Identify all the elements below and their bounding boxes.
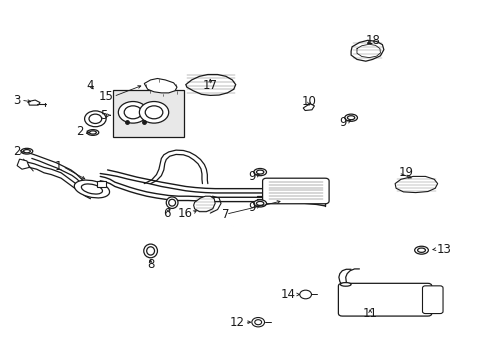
Circle shape xyxy=(118,102,147,123)
Ellipse shape xyxy=(414,246,427,254)
Polygon shape xyxy=(185,75,235,95)
Circle shape xyxy=(254,320,261,325)
Polygon shape xyxy=(394,176,437,193)
Text: 7: 7 xyxy=(222,208,229,221)
Text: 4: 4 xyxy=(86,79,94,92)
Text: 3: 3 xyxy=(14,94,21,107)
Ellipse shape xyxy=(346,116,354,120)
Text: 14: 14 xyxy=(280,288,295,301)
Ellipse shape xyxy=(344,114,357,121)
Text: 12: 12 xyxy=(229,316,244,329)
Circle shape xyxy=(145,106,163,119)
FancyBboxPatch shape xyxy=(113,90,184,137)
Ellipse shape xyxy=(417,248,425,252)
Polygon shape xyxy=(144,78,177,93)
Ellipse shape xyxy=(89,131,96,134)
FancyBboxPatch shape xyxy=(262,178,328,204)
Ellipse shape xyxy=(81,184,102,194)
Ellipse shape xyxy=(87,130,99,135)
FancyBboxPatch shape xyxy=(422,286,442,314)
Text: 2: 2 xyxy=(14,145,21,158)
FancyBboxPatch shape xyxy=(97,181,105,187)
Polygon shape xyxy=(303,104,314,111)
Ellipse shape xyxy=(256,202,264,205)
Circle shape xyxy=(124,106,142,119)
Polygon shape xyxy=(17,159,29,169)
Ellipse shape xyxy=(166,197,178,208)
Ellipse shape xyxy=(23,150,30,153)
Circle shape xyxy=(299,290,311,299)
Text: 18: 18 xyxy=(365,34,379,47)
Ellipse shape xyxy=(143,244,157,258)
Text: 8: 8 xyxy=(146,258,154,271)
Text: 2: 2 xyxy=(77,125,84,138)
Text: 13: 13 xyxy=(435,243,450,256)
Circle shape xyxy=(84,111,106,127)
Ellipse shape xyxy=(340,283,350,286)
Ellipse shape xyxy=(146,247,154,255)
Ellipse shape xyxy=(21,148,33,154)
Circle shape xyxy=(251,318,264,327)
Text: 10: 10 xyxy=(301,95,316,108)
Ellipse shape xyxy=(253,168,266,176)
Text: 19: 19 xyxy=(398,166,413,179)
Text: 9: 9 xyxy=(247,201,255,214)
Text: 11: 11 xyxy=(362,307,377,320)
FancyBboxPatch shape xyxy=(338,283,431,316)
Text: 1: 1 xyxy=(55,160,62,173)
Polygon shape xyxy=(350,40,383,61)
Text: 5: 5 xyxy=(100,109,107,122)
Text: 16: 16 xyxy=(177,207,192,220)
Ellipse shape xyxy=(253,200,266,207)
Text: 15: 15 xyxy=(99,90,113,103)
Polygon shape xyxy=(193,196,215,212)
Polygon shape xyxy=(28,100,40,105)
Circle shape xyxy=(89,114,102,123)
Text: 9: 9 xyxy=(339,116,346,129)
Text: 9: 9 xyxy=(247,170,255,183)
Text: 17: 17 xyxy=(203,79,217,92)
Circle shape xyxy=(139,102,168,123)
Ellipse shape xyxy=(168,199,175,206)
Ellipse shape xyxy=(256,170,264,174)
Text: 6: 6 xyxy=(163,207,171,220)
Ellipse shape xyxy=(74,180,109,198)
